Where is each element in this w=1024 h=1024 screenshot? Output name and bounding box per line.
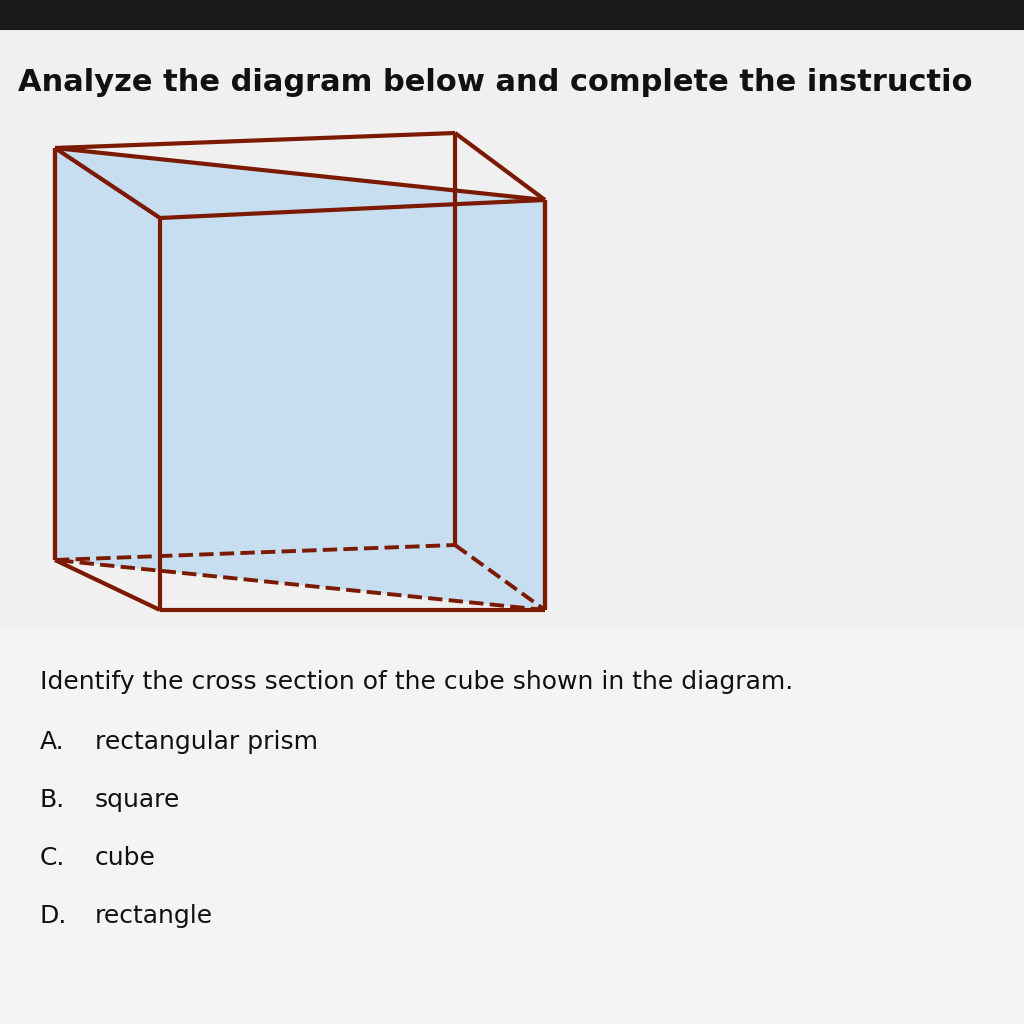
Text: B.: B. — [40, 788, 66, 812]
Text: C.: C. — [40, 846, 66, 870]
Polygon shape — [55, 148, 545, 610]
Bar — [0, 0, 1024, 30]
Text: square: square — [95, 788, 180, 812]
Text: A.: A. — [40, 730, 65, 754]
Text: rectangle: rectangle — [95, 904, 213, 928]
Text: Analyze the diagram below and complete the instructio: Analyze the diagram below and complete t… — [18, 68, 973, 97]
Text: cube: cube — [95, 846, 156, 870]
Text: rectangular prism: rectangular prism — [95, 730, 318, 754]
Text: D.: D. — [40, 904, 68, 928]
Bar — [0, 630, 1024, 1024]
Text: Identify the cross section of the cube shown in the diagram.: Identify the cross section of the cube s… — [40, 670, 794, 694]
